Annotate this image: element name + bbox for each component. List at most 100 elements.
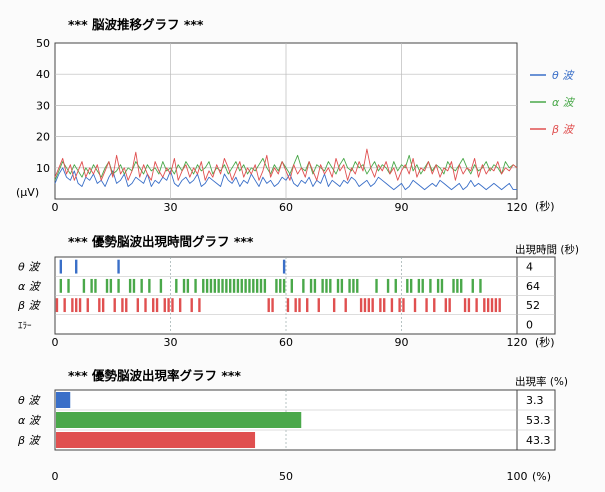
time-segment	[340, 278, 344, 293]
rate-value-header: 出現率 (%)	[515, 375, 568, 388]
trend-legend-label: θ 波	[552, 69, 575, 82]
trend-y-unit: (μV)	[16, 186, 39, 199]
time-segment	[367, 298, 371, 313]
time-row-total: 52	[526, 299, 540, 312]
time-segment	[59, 259, 63, 274]
time-chart-title: *** 優勢脳波出現時間グラフ ***	[68, 234, 254, 249]
time-segment	[282, 278, 286, 293]
time-segment	[460, 278, 463, 293]
time-segment	[121, 298, 124, 313]
time-segment	[429, 278, 432, 293]
time-segment	[55, 298, 59, 313]
time-segment	[144, 298, 147, 313]
time-segment	[325, 278, 328, 293]
time-segment	[213, 278, 217, 293]
time-segment	[75, 298, 78, 313]
time-segment	[417, 278, 421, 293]
time-segment	[390, 298, 394, 313]
time-x-tick-label: 30	[164, 336, 178, 349]
time-segment	[471, 278, 474, 293]
time-segment	[186, 278, 190, 293]
rate-bar-value: 3.3	[526, 394, 544, 407]
time-segment	[463, 298, 467, 313]
time-x-tick-label: 90	[395, 336, 409, 349]
time-segment	[86, 298, 89, 313]
time-segment	[456, 278, 459, 293]
time-segment	[386, 278, 390, 293]
time-segment	[128, 278, 132, 293]
time-segment	[398, 298, 401, 313]
time-segment	[132, 278, 136, 293]
time-segment	[263, 278, 267, 293]
time-x-tick-label: 0	[52, 336, 59, 349]
time-segment	[117, 259, 120, 274]
time-segment	[182, 278, 186, 293]
time-segment	[306, 298, 309, 313]
time-segment	[406, 278, 409, 293]
time-segment	[252, 278, 255, 293]
time-segment	[452, 278, 455, 293]
time-segment	[90, 278, 93, 293]
time-segment	[98, 298, 101, 313]
time-segment	[217, 278, 220, 293]
trend-chart-title: *** 脳波推移グラフ ***	[68, 17, 204, 32]
trend-y-tick-label: 10	[36, 162, 50, 175]
time-segment	[329, 278, 332, 293]
time-segment	[498, 298, 501, 313]
time-segment	[240, 278, 243, 293]
trend-y-tick-label: 20	[36, 131, 50, 144]
time-segment	[309, 278, 313, 293]
time-row-label: ｴﾗｰ	[18, 320, 32, 331]
time-segment	[279, 278, 282, 293]
time-segment	[225, 278, 228, 293]
time-segment	[63, 298, 66, 313]
time-segment	[332, 298, 336, 313]
rate-value-column	[516, 389, 556, 451]
rate-row-label: β 波	[17, 434, 42, 447]
trend-series-line-0	[54, 167, 517, 191]
time-row-label: β 波	[17, 299, 42, 312]
time-segment	[267, 298, 270, 313]
time-segment	[221, 278, 224, 293]
time-segment	[433, 298, 436, 313]
time-segment	[483, 298, 486, 313]
time-segment	[259, 278, 263, 293]
time-segment	[75, 259, 78, 274]
time-row-total: 64	[526, 280, 540, 293]
time-segment	[71, 298, 74, 313]
time-value-header: 出現時間 (秒)	[515, 243, 579, 256]
trend-legend-label: β 波	[551, 123, 576, 136]
time-segment	[59, 278, 63, 293]
time-segment	[282, 259, 286, 274]
rate-chart-title: *** 優勢脳波出現率グラフ ***	[68, 368, 241, 383]
trend-x-tick-label: 30	[164, 201, 178, 214]
time-segment	[336, 278, 340, 293]
time-segment	[190, 298, 193, 313]
time-segment	[313, 278, 317, 293]
time-segment	[294, 298, 297, 313]
trend-y-ticks: 10 20 30 40 50	[36, 37, 50, 175]
rate-x-unit: (%)	[532, 470, 551, 483]
time-segment	[232, 278, 236, 293]
time-segment	[359, 298, 363, 313]
time-segment	[344, 298, 347, 313]
time-segment	[490, 298, 494, 313]
time-segment	[475, 298, 478, 313]
dominant-wave-time-chart: *** 優勢脳波出現時間グラフ *** 出現時間 (秒) θ 波 4 α 波 64 β …	[17, 234, 579, 349]
time-segment	[178, 298, 182, 313]
time-segment	[163, 298, 166, 313]
rate-bar	[56, 392, 71, 408]
rate-x-tick-label: 100	[507, 470, 528, 483]
time-segment	[363, 298, 367, 313]
trend-legend-label: α 波	[552, 96, 576, 109]
time-segment	[275, 278, 278, 293]
dominant-wave-rate-chart: *** 優勢脳波出現率グラフ *** 出現率 (%) θ 波 3.3 α 波 53.3…	[17, 368, 568, 483]
time-segment	[136, 298, 140, 313]
time-segment	[383, 298, 386, 313]
time-x-tick-label: 120	[507, 336, 528, 349]
time-segment	[140, 278, 143, 293]
trend-y-tick-label: 30	[36, 99, 50, 112]
time-segment	[236, 278, 240, 293]
time-segment	[67, 278, 70, 293]
